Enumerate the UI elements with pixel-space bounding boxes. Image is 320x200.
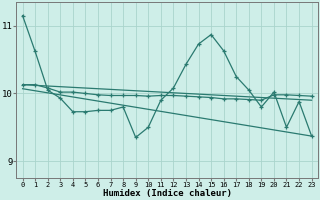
X-axis label: Humidex (Indice chaleur): Humidex (Indice chaleur) (103, 189, 232, 198)
